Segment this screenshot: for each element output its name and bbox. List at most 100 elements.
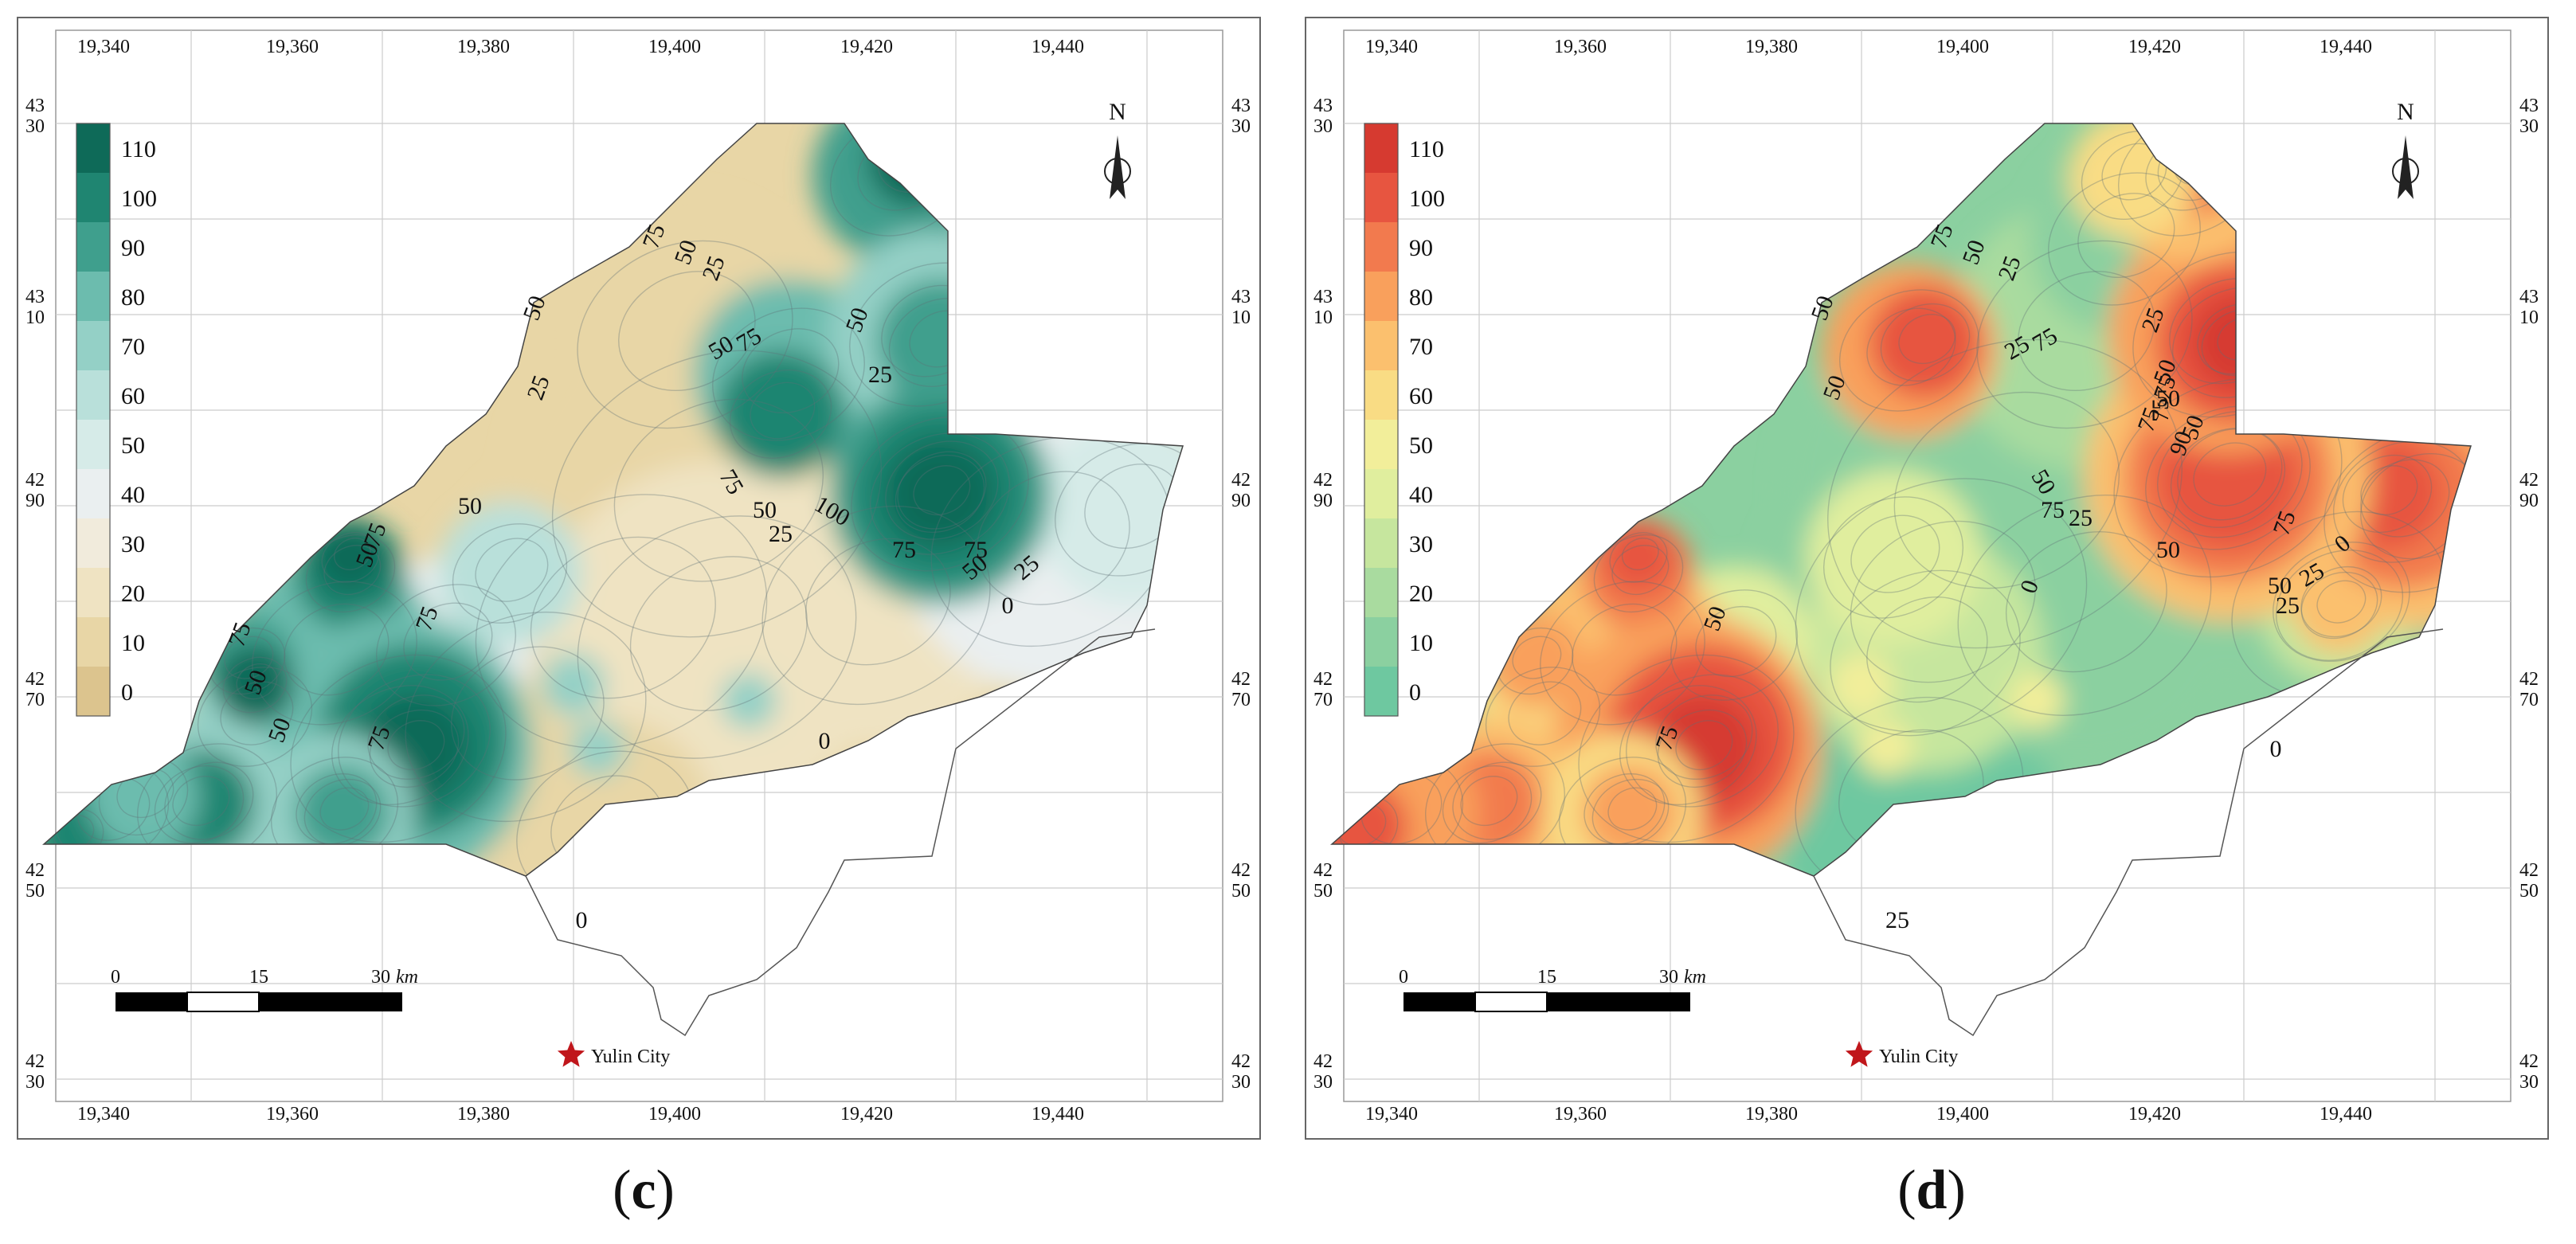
legend-swatch [76,667,110,716]
legend-label: 80 [1409,284,1433,311]
y-axis-tick-left: 90 [25,491,45,511]
x-axis-tick-bottom: 19,420 [2128,1104,2181,1125]
north-arrow-ring [1104,158,1131,185]
scale-bar-unit: km [396,967,418,988]
north-arrow: N [1104,99,1131,199]
legend-swatch [76,568,110,617]
scale-bar-segment [1547,992,1690,1011]
contour-line [220,681,294,745]
contour-line [375,584,517,706]
y-axis-tick-right: 70 [1231,690,1251,710]
legend-label: 110 [121,136,156,162]
contour-label: 0 [2270,736,2282,762]
contour-line [296,773,378,845]
contour-label: 25 [868,362,892,388]
contour-label: 75 [2147,398,2174,422]
contour-line [475,494,768,749]
legend-swatch [1364,469,1398,518]
map-panel-c: 19,340 19,340 19,360 19,360 19,380 19,380 19,4… [17,17,1261,1221]
x-axis-tick-top: 19,440 [1032,37,1084,57]
field-blob [884,438,996,550]
legend-label: 90 [1409,235,1433,261]
contour-line [1485,667,1601,767]
contour-line [1850,520,2036,683]
contour-line [154,765,245,844]
contour-line [2177,428,2283,521]
scale-bar-label: 0 [111,967,120,988]
y-axis-tick-left: 42 [1313,1051,1333,1072]
x-axis-tick-bottom: 19,400 [648,1104,701,1125]
legend-swatch [76,518,110,568]
contour-label: 50 [2156,537,2180,563]
contour-line [2145,405,2311,550]
contour-line [2360,465,2418,516]
contour-label: 50 [458,493,482,519]
contour-line [1584,773,1666,845]
contour-label: 50 [753,497,777,523]
study-area-boundary [42,123,1184,877]
x-axis-tick-top: 19,440 [2320,37,2372,57]
contour-line [1657,709,1748,788]
contour-line [252,581,417,726]
legend-label: 60 [1409,383,1433,409]
x-axis-tick-bottom: 19,440 [1032,1104,1084,1125]
x-axis-tick-top: 19,400 [648,37,701,57]
contour-line [164,761,254,840]
legend-border [1364,123,1399,717]
x-axis-tick-bottom: 19,420 [840,1104,893,1125]
contour-line [224,636,274,679]
contour-label: 75 [964,537,988,563]
y-axis-tick-right: 90 [1231,491,1251,511]
x-axis-tick-top: 19,380 [457,37,510,57]
contour-line [1619,685,1757,806]
contour-line [869,432,1011,555]
caption-d: (d) [1897,1160,1966,1221]
scale-bar-label: 15 [1537,967,1556,988]
legend-swatch [76,321,110,370]
legend-label: 20 [121,581,145,607]
legend-label: 60 [121,383,145,409]
contour-line [2316,580,2367,624]
y-axis-tick-right: 30 [2519,116,2539,137]
contour-line [2275,550,2404,661]
caption-c: (c) [613,1160,675,1221]
contour-line [805,538,951,666]
contour-line [712,307,865,441]
legend-label: 100 [1409,186,1445,212]
y-axis-tick-right: 42 [1231,669,1251,690]
x-axis-tick-top: 19,340 [77,37,130,57]
legend-swatch [1364,370,1398,420]
contour-line [222,656,288,714]
y-axis-tick-right: 90 [2519,491,2539,511]
contour-label: 0 [1002,593,1014,619]
y-axis-tick-left: 10 [25,307,45,328]
contour-line [2170,428,2286,528]
contour-line [2342,454,2433,534]
contour-label: 25 [2069,505,2093,531]
legend-label: 110 [1409,136,1444,162]
scale-bar-segment [259,992,402,1011]
contour-line [516,750,695,876]
legend-swatch [1364,518,1398,568]
contour-line [2048,172,2201,306]
field-blob [2009,673,2065,729]
y-axis-tick-left: 50 [1313,881,1333,902]
contour-line [897,451,987,530]
y-axis-tick-left: 42 [25,1051,45,1072]
contour-line [913,465,971,516]
field-blob [295,765,390,860]
y-axis-tick-left: 42 [1313,669,1333,690]
contour-line [367,694,465,780]
contour-line [577,240,793,429]
legend-label: 30 [1409,531,1433,557]
scale-bar-unit: km [1684,967,1706,988]
legend-swatch [76,123,110,173]
contour-line [452,523,568,624]
y-axis-tick-left: 42 [25,669,45,690]
y-axis-tick-right: 30 [1231,1072,1251,1093]
x-axis-tick-top: 19,360 [266,37,319,57]
y-axis-tick-left: 30 [1313,116,1333,137]
contour-line [1866,307,1956,386]
